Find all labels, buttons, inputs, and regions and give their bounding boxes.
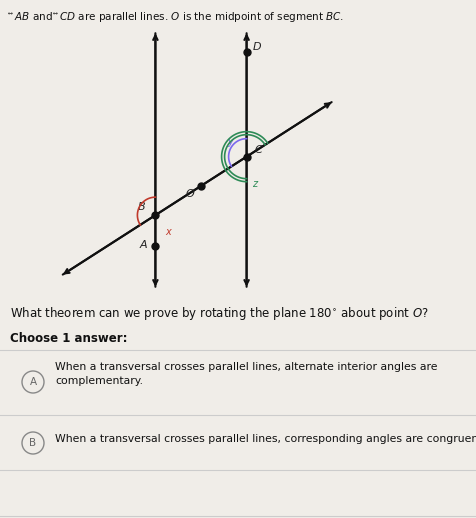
Text: z: z xyxy=(252,179,257,189)
Text: B: B xyxy=(30,438,37,448)
Text: When a transversal crosses parallel lines, alternate interior angles are
complem: When a transversal crosses parallel line… xyxy=(55,362,437,386)
Text: Choose 1 answer:: Choose 1 answer: xyxy=(10,332,128,345)
Text: A: A xyxy=(30,377,37,387)
Text: y: y xyxy=(228,137,233,147)
Text: What theorem can we prove by rotating the plane $180^{\circ}$ about point $O$?: What theorem can we prove by rotating th… xyxy=(10,305,429,322)
Point xyxy=(243,152,250,161)
Text: B: B xyxy=(138,202,145,212)
Text: A: A xyxy=(139,240,147,250)
Text: O: O xyxy=(186,189,194,199)
Point xyxy=(243,48,250,56)
Text: C: C xyxy=(255,145,262,155)
Point xyxy=(151,211,159,219)
Text: x: x xyxy=(166,227,171,237)
Text: When a transversal crosses parallel lines, corresponding angles are congruent.: When a transversal crosses parallel line… xyxy=(55,434,476,444)
Text: D: D xyxy=(252,42,261,52)
Point xyxy=(151,242,159,251)
Text: $\overleftrightarrow{AB}$ and $\overleftrightarrow{CD}$ are parallel lines. $O$ : $\overleftrightarrow{AB}$ and $\overleft… xyxy=(8,10,344,24)
Point xyxy=(197,182,205,190)
